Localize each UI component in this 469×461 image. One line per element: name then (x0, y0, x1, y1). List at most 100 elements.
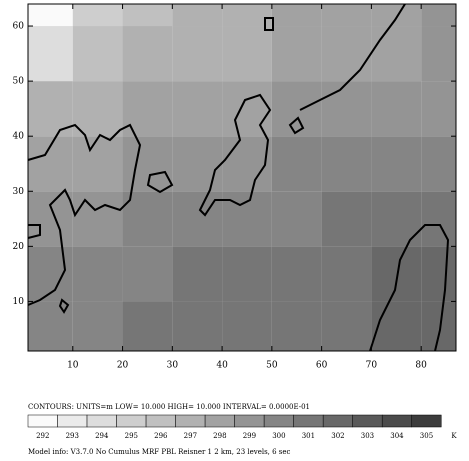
cell (371, 81, 422, 137)
colorbar-label: 303 (361, 432, 374, 440)
cell (28, 81, 73, 137)
colorbar-label: 296 (154, 432, 168, 440)
y-tick-label: 20 (13, 242, 25, 252)
cell (122, 4, 173, 27)
cell (371, 4, 422, 27)
cell (172, 136, 223, 192)
axes: 10 20 30 40 50 60 70 80 10 20 30 40 50 60 (13, 4, 456, 371)
cell (321, 136, 372, 192)
cell (172, 301, 223, 351)
cell (72, 81, 123, 137)
cell (222, 81, 272, 137)
colorbar-box (145, 414, 176, 428)
cell (222, 301, 272, 351)
colorbar-box (27, 414, 58, 428)
colorbar-label: 304 (390, 432, 404, 440)
cell (371, 246, 422, 302)
y-tick-label: 30 (13, 187, 25, 197)
field (28, 4, 456, 351)
x-tick-label: 20 (117, 361, 129, 371)
x-tick-label: 30 (167, 361, 179, 371)
cell (321, 246, 372, 302)
cell (172, 26, 223, 82)
cell (271, 26, 322, 82)
colorbar-box (322, 414, 353, 428)
colorbar-label: 294 (95, 432, 109, 440)
cell (371, 301, 422, 351)
colorbar: 292 293 294 295 296 297 298 299 300 301 302 303 304 3… (27, 414, 457, 440)
cell (271, 301, 322, 351)
colorbar-label: 305 (420, 432, 433, 440)
colorbar-label: 300 (272, 432, 285, 440)
colorbar-label: 295 (125, 432, 138, 440)
cell (72, 26, 123, 82)
cell (72, 136, 123, 192)
colorbar-box (116, 414, 147, 428)
cell (72, 191, 123, 247)
colorbar-box (411, 414, 442, 428)
contours (27, 3, 450, 352)
contour-line (27, 224, 41, 239)
cell (28, 191, 73, 247)
colorbar-box (293, 414, 324, 428)
cell (122, 301, 173, 351)
colorbar-label: 298 (213, 432, 226, 440)
cell (172, 4, 223, 27)
cell (72, 301, 123, 351)
x-tick-label: 40 (216, 361, 228, 371)
colorbar-label: 301 (302, 432, 315, 440)
cell (122, 81, 173, 137)
cell (421, 301, 456, 351)
colorbar-box (352, 414, 383, 428)
colorbar-box (204, 414, 235, 428)
cell (172, 81, 223, 137)
colorbar-label: 292 (36, 432, 49, 440)
cell (421, 81, 456, 137)
contour-line (198, 93, 272, 217)
cell (321, 4, 372, 27)
x-tick-label: 10 (67, 361, 79, 371)
contour-line (27, 123, 142, 306)
cell (271, 136, 322, 192)
y-tick-label: 60 (13, 22, 25, 32)
cell (421, 191, 456, 247)
cell (421, 26, 456, 82)
cell (122, 246, 173, 302)
y-tick-label: 40 (13, 132, 25, 142)
y-tick-label: 50 (13, 77, 25, 87)
contour-line (288, 116, 305, 135)
cell (321, 81, 372, 137)
cell (421, 136, 456, 192)
cell (222, 26, 272, 82)
cell (122, 26, 173, 82)
colorbar-box (234, 414, 265, 428)
colorbar-label: 302 (331, 432, 344, 440)
x-tick-label: 50 (266, 361, 278, 371)
cell (271, 246, 322, 302)
colorbar-box (381, 414, 412, 428)
model-info: Model info: V3.7.0 No Cumulus MRF PBL Re… (28, 448, 291, 456)
y-tick-label: 10 (13, 297, 25, 307)
colorbar-label: 293 (66, 432, 79, 440)
cell (172, 246, 223, 302)
cell (371, 26, 422, 82)
x-tick-label: 70 (366, 361, 378, 371)
cell (321, 26, 372, 82)
cell (371, 136, 422, 192)
colorbar-unit: K (451, 432, 457, 440)
colorbar-box (263, 414, 294, 428)
cell (72, 246, 123, 302)
colorbar-box (175, 414, 206, 428)
cell (28, 26, 73, 82)
cell (28, 4, 73, 27)
cell (371, 191, 422, 247)
colorbar-box (57, 414, 88, 428)
contour-line (58, 298, 70, 314)
cell (271, 81, 322, 137)
cell (421, 4, 456, 27)
x-tick-label: 80 (415, 361, 427, 371)
cell (271, 191, 322, 247)
cell (222, 246, 272, 302)
